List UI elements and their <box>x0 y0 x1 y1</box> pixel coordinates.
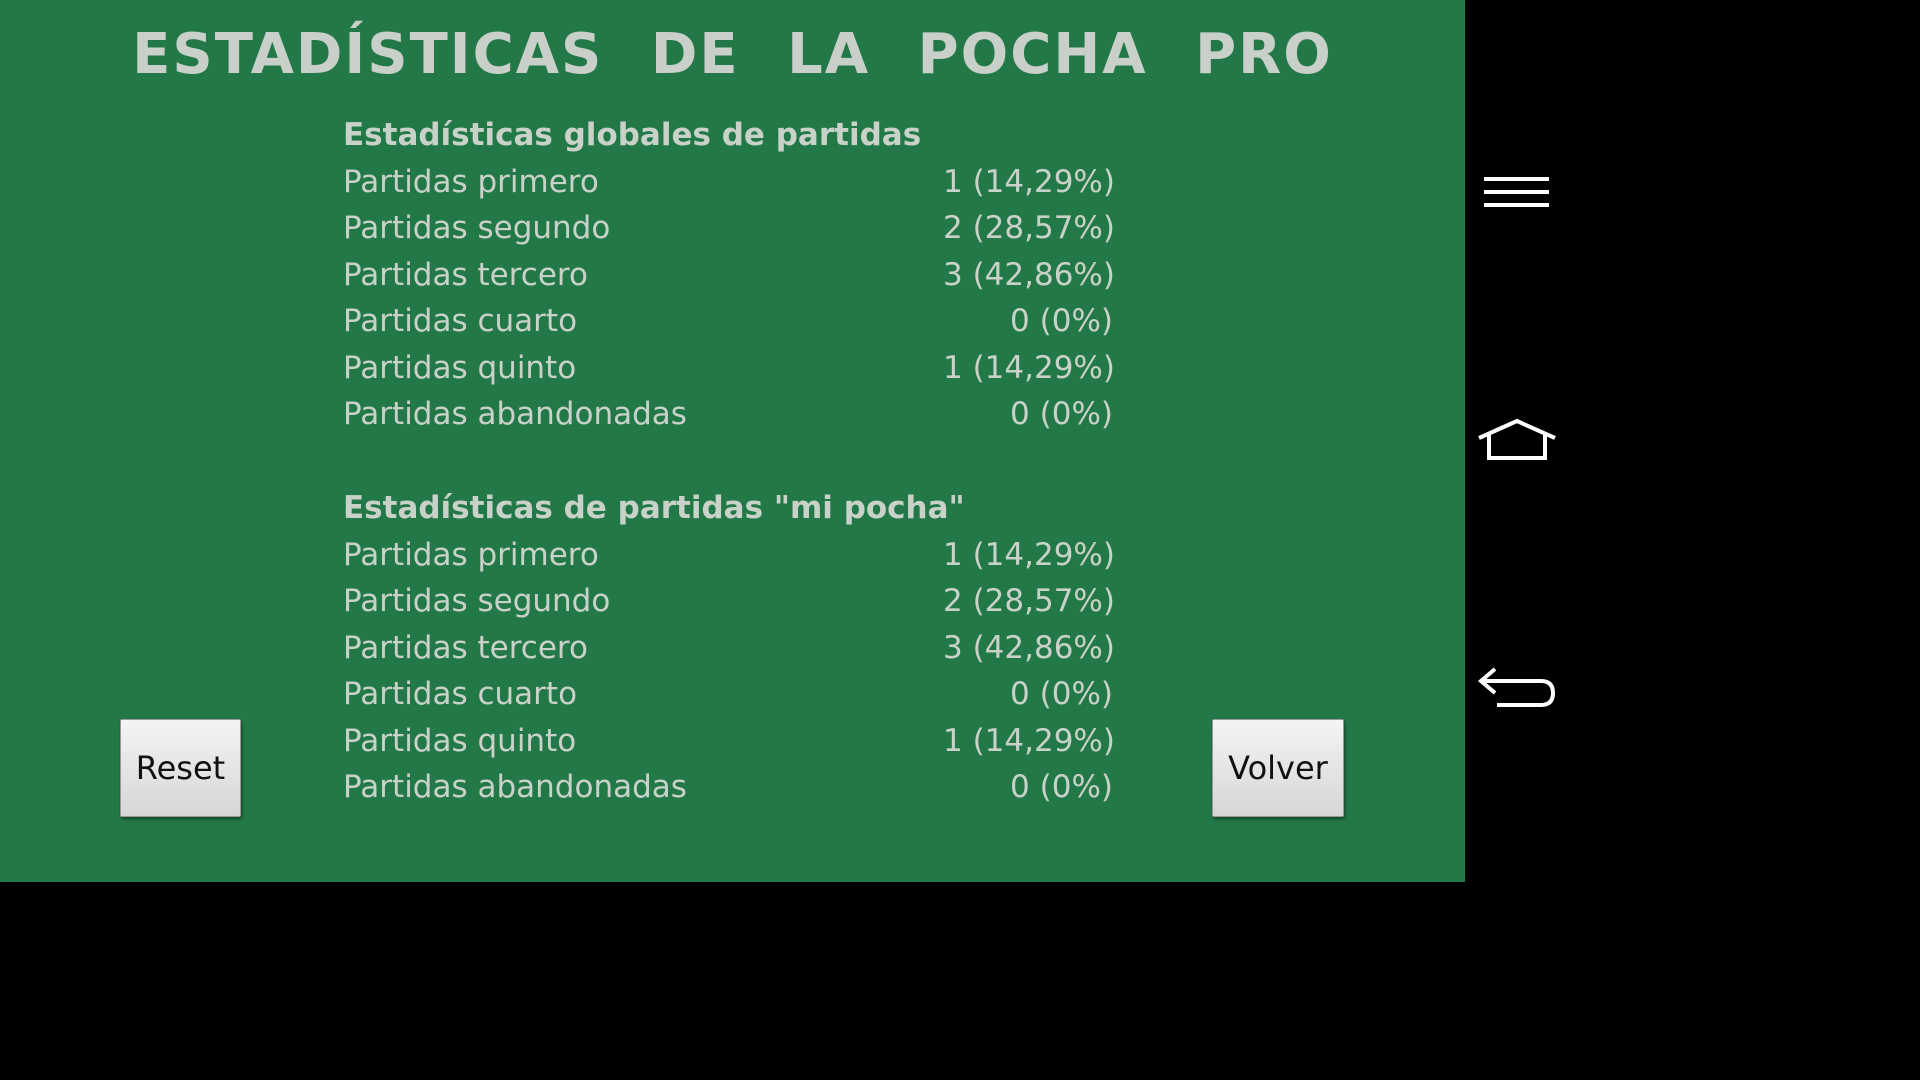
home-button[interactable] <box>1465 395 1568 485</box>
stat-row: Partidas abandonadas 0 (0%) <box>343 764 1143 811</box>
stat-row: Partidas tercero 3 (42,86%) <box>343 252 1143 299</box>
system-navigation-bar <box>1465 0 1568 882</box>
back-button[interactable] <box>1465 644 1568 734</box>
stat-row: Partidas cuarto 0 (0%) <box>343 298 1143 345</box>
stat-row: Partidas tercero 3 (42,86%) <box>343 625 1143 672</box>
stat-label: Partidas segundo <box>343 210 611 246</box>
stat-label: Partidas cuarto <box>343 676 578 712</box>
stat-value: 0 (0%) <box>1010 676 1113 712</box>
back-icon <box>1477 667 1555 707</box>
stat-label: Partidas tercero <box>343 629 588 666</box>
stat-label: Partidas primero <box>343 536 599 573</box>
stat-value: 1 (14,29%) <box>943 536 1115 573</box>
stat-label: Partidas quinto <box>343 349 577 386</box>
stat-value: 1 (14,29%) <box>943 163 1115 200</box>
stat-row: Partidas cuarto 0 (0%) <box>343 671 1143 718</box>
stat-value: 3 (42,86%) <box>943 256 1115 293</box>
section-heading: Estadísticas globales de partidas <box>343 117 922 153</box>
mi-pocha-stats-section: Estadísticas de partidas "mi pocha" Part… <box>343 485 1143 811</box>
stat-label: Partidas tercero <box>343 256 588 293</box>
stat-row: Partidas primero 1 (14,29%) <box>343 159 1143 206</box>
stat-row: Partidas primero 1 (14,29%) <box>343 532 1143 579</box>
stat-value: 2 (28,57%) <box>943 210 1115 246</box>
stat-label: Partidas segundo <box>343 583 611 619</box>
stats-screen: ESTADÍSTICAS DE LA POCHA PRO Estadística… <box>0 0 1465 882</box>
stat-row: Partidas segundo 2 (28,57%) <box>343 578 1143 625</box>
stat-label: Partidas primero <box>343 163 599 200</box>
stat-row: Partidas segundo 2 (28,57%) <box>343 205 1143 252</box>
stat-label: Partidas cuarto <box>343 303 578 339</box>
stat-value: 0 (0%) <box>1010 396 1113 432</box>
stat-value: 1 (14,29%) <box>943 349 1115 386</box>
stat-value: 0 (0%) <box>1010 303 1113 339</box>
volver-button[interactable]: Volver <box>1212 719 1344 817</box>
stat-label: Partidas abandonadas <box>343 769 687 805</box>
stat-value: 1 (14,29%) <box>943 722 1115 759</box>
reset-button[interactable]: Reset <box>120 719 241 817</box>
stat-label: Partidas quinto <box>343 722 577 759</box>
stat-label: Partidas abandonadas <box>343 396 687 432</box>
home-icon <box>1477 418 1556 460</box>
stat-row: Partidas quinto 1 (14,29%) <box>343 718 1143 765</box>
global-stats-section: Estadísticas globales de partidas Partid… <box>343 112 1143 438</box>
stat-row: Partidas abandonadas 0 (0%) <box>343 391 1143 438</box>
stat-value: 0 (0%) <box>1010 769 1113 805</box>
menu-icon <box>1483 177 1549 207</box>
stat-value: 3 (42,86%) <box>943 629 1115 666</box>
page-title: ESTADÍSTICAS DE LA POCHA PRO <box>132 22 1333 87</box>
stat-value: 2 (28,57%) <box>943 583 1115 619</box>
stat-row: Partidas quinto 1 (14,29%) <box>343 345 1143 392</box>
section-heading: Estadísticas de partidas "mi pocha" <box>343 490 965 526</box>
menu-button[interactable] <box>1465 148 1568 238</box>
